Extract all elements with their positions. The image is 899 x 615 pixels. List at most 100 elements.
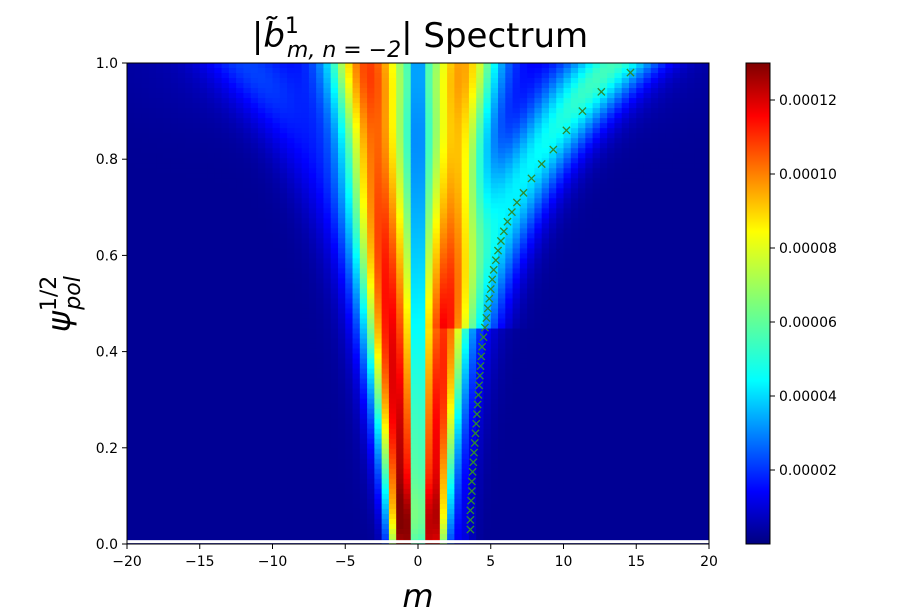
heatmap-cell bbox=[454, 323, 463, 330]
heatmap-cell bbox=[607, 263, 616, 270]
heatmap-cell bbox=[272, 73, 281, 79]
heatmap-cell bbox=[658, 333, 666, 340]
heatmap-cell bbox=[599, 363, 608, 370]
heatmap-cell bbox=[301, 103, 310, 109]
heatmap-cell bbox=[403, 208, 412, 214]
heatmap-cell bbox=[185, 158, 194, 164]
heatmap-cell bbox=[403, 173, 412, 179]
heatmap-cell bbox=[359, 193, 368, 199]
heatmap-cell bbox=[257, 363, 266, 370]
heatmap-cell bbox=[294, 98, 303, 104]
heatmap-cell bbox=[199, 193, 208, 199]
heatmap-cell bbox=[679, 278, 688, 285]
heatmap-cell bbox=[519, 348, 528, 355]
heatmap-cell bbox=[519, 138, 528, 144]
heatmap-cell bbox=[352, 128, 361, 134]
heatmap-cell bbox=[177, 293, 186, 300]
heatmap-cell bbox=[301, 223, 310, 229]
heatmap-cell bbox=[679, 203, 688, 209]
heatmap-cell bbox=[410, 303, 419, 310]
heatmap-cell bbox=[403, 323, 412, 330]
heatmap-cell bbox=[658, 113, 666, 119]
heatmap-cell bbox=[447, 348, 455, 355]
heatmap-cell bbox=[563, 148, 572, 154]
heatmap-cell bbox=[257, 98, 266, 104]
heatmap-cell bbox=[476, 268, 485, 275]
heatmap-cell bbox=[701, 253, 709, 260]
heatmap-cell bbox=[650, 293, 659, 300]
heatmap-cell bbox=[672, 63, 681, 69]
heatmap-cell bbox=[243, 68, 252, 74]
heatmap-cell bbox=[658, 133, 666, 139]
heatmap-cell bbox=[519, 178, 528, 184]
heatmap-cell bbox=[636, 303, 645, 310]
heatmap-cell bbox=[308, 178, 317, 184]
heatmap-cell bbox=[308, 148, 317, 154]
heatmap-cell bbox=[534, 133, 543, 139]
heatmap-cell bbox=[214, 258, 223, 265]
heatmap-cell bbox=[156, 198, 164, 204]
heatmap-cell bbox=[628, 278, 637, 285]
heatmap-cell bbox=[214, 333, 223, 340]
heatmap-cell bbox=[461, 263, 470, 270]
heatmap-cell bbox=[447, 338, 455, 345]
heatmap-cell bbox=[425, 138, 434, 144]
heatmap-cell bbox=[243, 133, 252, 139]
heatmap-cell bbox=[228, 228, 237, 234]
heatmap-cell bbox=[483, 343, 492, 350]
heatmap-cell bbox=[141, 73, 150, 79]
heatmap-cell bbox=[505, 263, 514, 270]
heatmap-cell bbox=[199, 338, 208, 345]
heatmap-cell bbox=[505, 178, 514, 184]
heatmap-cell bbox=[643, 308, 652, 315]
heatmap-cell bbox=[185, 358, 194, 365]
heatmap-cell bbox=[156, 178, 164, 184]
heatmap-cell bbox=[621, 348, 630, 355]
heatmap-cell bbox=[127, 328, 135, 335]
heatmap-cell bbox=[185, 293, 194, 300]
heatmap-cell bbox=[388, 148, 397, 154]
heatmap-cell bbox=[272, 143, 281, 149]
heatmap-cell bbox=[621, 68, 630, 74]
heatmap-cell bbox=[519, 263, 528, 270]
heatmap-cell bbox=[192, 143, 201, 149]
heatmap-cell bbox=[505, 298, 514, 305]
heatmap-cell bbox=[265, 73, 274, 79]
heatmap-cell bbox=[658, 193, 666, 199]
heatmap-cell bbox=[432, 103, 441, 109]
heatmap-cell bbox=[177, 363, 186, 370]
heatmap-cell bbox=[192, 193, 201, 199]
heatmap-cell bbox=[279, 118, 288, 124]
heatmap-cell bbox=[250, 263, 259, 270]
heatmap-cell bbox=[199, 323, 208, 330]
heatmap-cell bbox=[454, 93, 463, 99]
heatmap-cell bbox=[352, 138, 361, 144]
heatmap-cell bbox=[643, 118, 652, 124]
heatmap-cell bbox=[265, 258, 274, 265]
heatmap-cell bbox=[294, 238, 303, 244]
heatmap-cell bbox=[490, 128, 499, 134]
heatmap-cell bbox=[316, 263, 325, 270]
heatmap-cell bbox=[396, 183, 405, 189]
heatmap-cell bbox=[177, 353, 186, 360]
heatmap-cell bbox=[672, 273, 681, 280]
heatmap-cell bbox=[352, 248, 361, 254]
heatmap-cell bbox=[461, 333, 470, 340]
heatmap-cell bbox=[214, 248, 223, 254]
heatmap-cell bbox=[265, 178, 274, 184]
heatmap-cell bbox=[236, 323, 245, 330]
heatmap-cell bbox=[476, 318, 485, 325]
heatmap-cell bbox=[156, 208, 164, 214]
heatmap-cell bbox=[447, 273, 455, 280]
heatmap-cell bbox=[236, 283, 245, 290]
heatmap-cell bbox=[592, 128, 601, 134]
heatmap-cell bbox=[250, 103, 259, 109]
heatmap-cell bbox=[439, 338, 448, 345]
heatmap-cell bbox=[468, 213, 477, 219]
heatmap-cell bbox=[156, 143, 164, 149]
heatmap-cell bbox=[388, 128, 397, 134]
heatmap-cell bbox=[614, 363, 623, 370]
heatmap-cell bbox=[279, 73, 288, 79]
heatmap-cell bbox=[134, 263, 143, 270]
heatmap-cell bbox=[185, 183, 194, 189]
